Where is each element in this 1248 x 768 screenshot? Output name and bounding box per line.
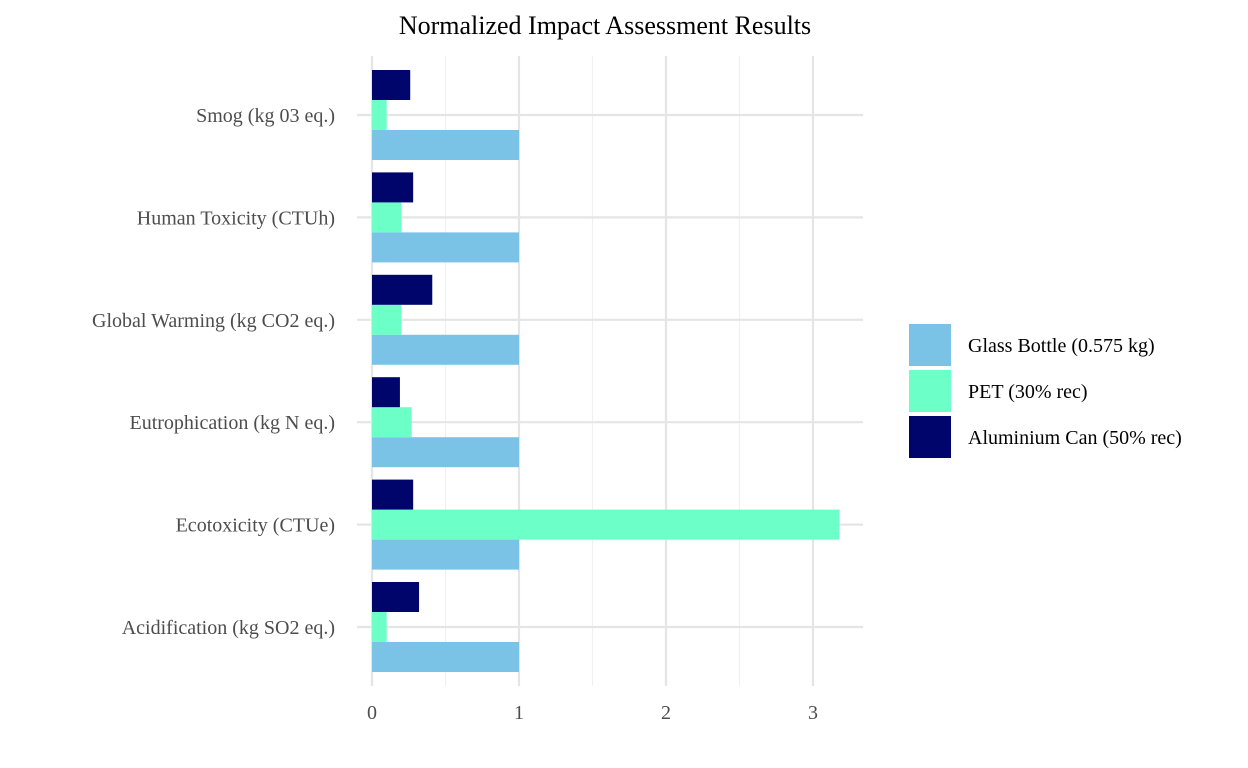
x-axis-labels: 0 1 2 3 [367,702,818,724]
bar [372,642,519,672]
y-tick-label: Ecotoxicity (CTUe) [176,515,335,537]
bar [372,202,402,233]
bar [372,274,433,305]
x-tick-label: 0 [367,702,377,724]
bar [372,407,412,438]
legend-label: PET (30% rec) [968,381,1088,403]
bar [372,582,420,612]
bar [372,479,414,510]
legend-key [909,324,951,366]
bar [372,130,519,160]
y-tick-label: Global Warming (kg CO2 eq.) [92,310,335,332]
y-tick-label: Smog (kg 03 eq.) [196,105,335,127]
bar [372,377,400,408]
bar [372,70,411,100]
bar [372,612,387,642]
bar [372,509,840,540]
bar [372,437,519,468]
bar [372,172,414,203]
chart-title: Normalized Impact Assessment Results [399,11,811,40]
bar [372,232,519,263]
bars [372,70,840,672]
y-tick-label: Acidification (kg SO2 eq.) [122,617,335,639]
legend-key [909,416,951,458]
x-tick-label: 3 [808,702,818,724]
bar [372,334,519,365]
y-axis-labels: Acidification (kg SO2 eq.) Ecotoxicity (C… [92,105,335,639]
legend-label: Aluminium Can (50% rec) [968,427,1182,449]
bar [372,304,402,335]
grid-lines [357,56,863,686]
legend-label: Glass Bottle (0.575 kg) [968,335,1155,357]
x-tick-label: 1 [514,702,524,724]
y-tick-label: Eutrophication (kg N eq.) [130,412,336,434]
bar [372,539,519,570]
x-tick-label: 2 [661,702,671,724]
legend-key [909,370,951,412]
bar [372,100,387,130]
legend: Glass Bottle (0.575 kg) PET (30% rec) Alum… [909,324,1182,458]
y-tick-label: Human Toxicity (CTUh) [137,207,335,229]
